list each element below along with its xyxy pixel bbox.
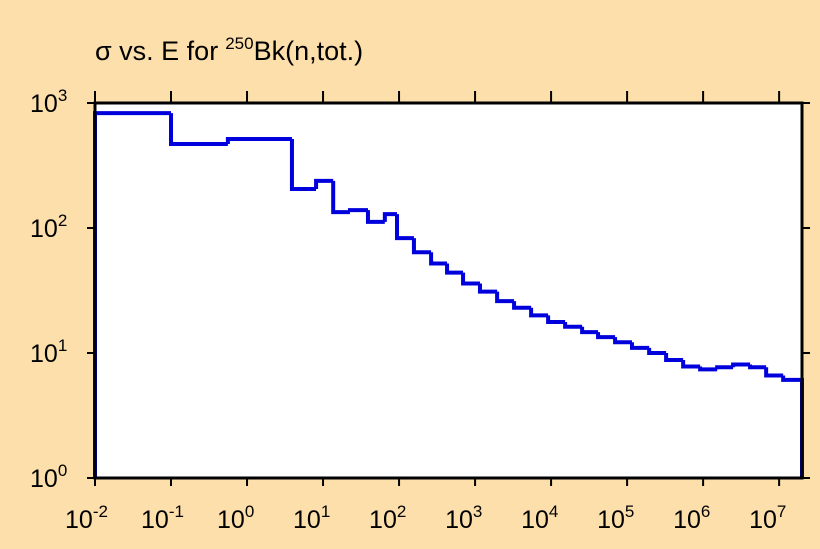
x-tick-label: 10-1 <box>141 502 184 534</box>
y-tick-label: 102 <box>30 211 67 243</box>
y-tick-label-exponent: 0 <box>58 461 67 480</box>
chart-title: σ vs. E for 250Bk(n,tot.) <box>95 34 363 66</box>
y-tick-label: 100 <box>30 461 67 493</box>
x-tick-label: 104 <box>521 502 558 534</box>
step-segment <box>629 342 650 350</box>
x-tick-label-exponent: 6 <box>701 502 710 521</box>
x-tick-label: 102 <box>369 502 406 534</box>
step-segment <box>395 214 414 241</box>
x-tick-label-exponent: 1 <box>321 502 330 521</box>
step-segment <box>429 252 448 266</box>
x-tick-label-base: 10 <box>521 506 549 534</box>
x-tick-label: 106 <box>673 502 710 534</box>
x-tick-label-base: 10 <box>141 506 169 534</box>
y-tick-label-exponent: 2 <box>58 211 67 230</box>
title-text: σ vs. E for <box>95 36 218 66</box>
x-tick-label-exponent: 5 <box>625 502 634 521</box>
x-tick-label-base: 10 <box>369 506 397 534</box>
step-segment <box>445 263 464 275</box>
step-segment <box>764 367 784 378</box>
step-segment <box>715 365 734 370</box>
step-segment <box>580 326 599 335</box>
step-segment <box>647 347 667 355</box>
y-tick-label-base: 10 <box>30 90 58 118</box>
x-tick-label-base: 10 <box>293 506 321 534</box>
y-tick-label-base: 10 <box>30 340 58 368</box>
step-segment <box>681 359 701 369</box>
x-tick-label-exponent: 7 <box>777 502 786 521</box>
step-segment <box>731 362 751 368</box>
x-tick-label-exponent: 0 <box>245 502 254 521</box>
y-tick-label-base: 10 <box>30 215 58 243</box>
x-tick-label-base: 10 <box>749 506 777 534</box>
x-tick-label: 107 <box>749 502 786 534</box>
x-tick-label-base: 10 <box>65 506 93 534</box>
x-tick-label-exponent: -1 <box>169 502 184 521</box>
step-segment <box>477 283 498 294</box>
y-tick-label-exponent: 3 <box>58 86 67 105</box>
y-tick-label: 103 <box>30 86 67 118</box>
plot-frame <box>93 101 804 480</box>
x-tick-label: 105 <box>597 502 634 534</box>
step-segment <box>382 212 398 222</box>
step-segment <box>289 139 317 192</box>
x-tick-label: 10-2 <box>65 502 108 534</box>
x-tick-label-exponent: 4 <box>549 502 558 521</box>
step-segment <box>347 208 368 213</box>
plot-area <box>95 103 802 478</box>
step-segment <box>461 272 480 286</box>
x-tick-label-base: 10 <box>217 506 245 534</box>
x-tick-label-exponent: -2 <box>93 502 108 521</box>
step-segment <box>613 337 632 345</box>
y-tick-label-base: 10 <box>30 465 58 493</box>
x-tick-label-exponent: 3 <box>473 502 482 521</box>
step-segment <box>411 238 432 255</box>
step-segment <box>563 322 583 329</box>
x-tick-label: 100 <box>217 502 254 534</box>
step-segment <box>512 301 532 310</box>
y-tick-label-exponent: 1 <box>58 336 67 355</box>
step-segment <box>529 307 549 318</box>
x-tick-label-base: 10 <box>597 506 625 534</box>
y-tick-label: 101 <box>30 336 67 368</box>
step-segment <box>225 137 292 144</box>
step-segment <box>748 364 767 370</box>
step-segment <box>596 332 616 340</box>
step-segment <box>365 210 385 224</box>
x-tick-label-base: 10 <box>445 506 473 534</box>
x-tick-label-base: 10 <box>673 506 701 534</box>
step-segment <box>664 353 684 362</box>
step-segment <box>331 180 350 215</box>
step-segment <box>698 366 718 372</box>
step-segment <box>314 178 334 190</box>
step-segment <box>495 291 515 304</box>
step-segment <box>546 315 566 325</box>
title-text: Bk(n,tot.) <box>254 36 364 66</box>
step-segment <box>169 113 228 146</box>
title-superscript: 250 <box>225 34 253 53</box>
x-tick-label-exponent: 2 <box>397 502 406 521</box>
x-tick-label: 103 <box>445 502 482 534</box>
x-tick-label: 101 <box>293 502 330 534</box>
